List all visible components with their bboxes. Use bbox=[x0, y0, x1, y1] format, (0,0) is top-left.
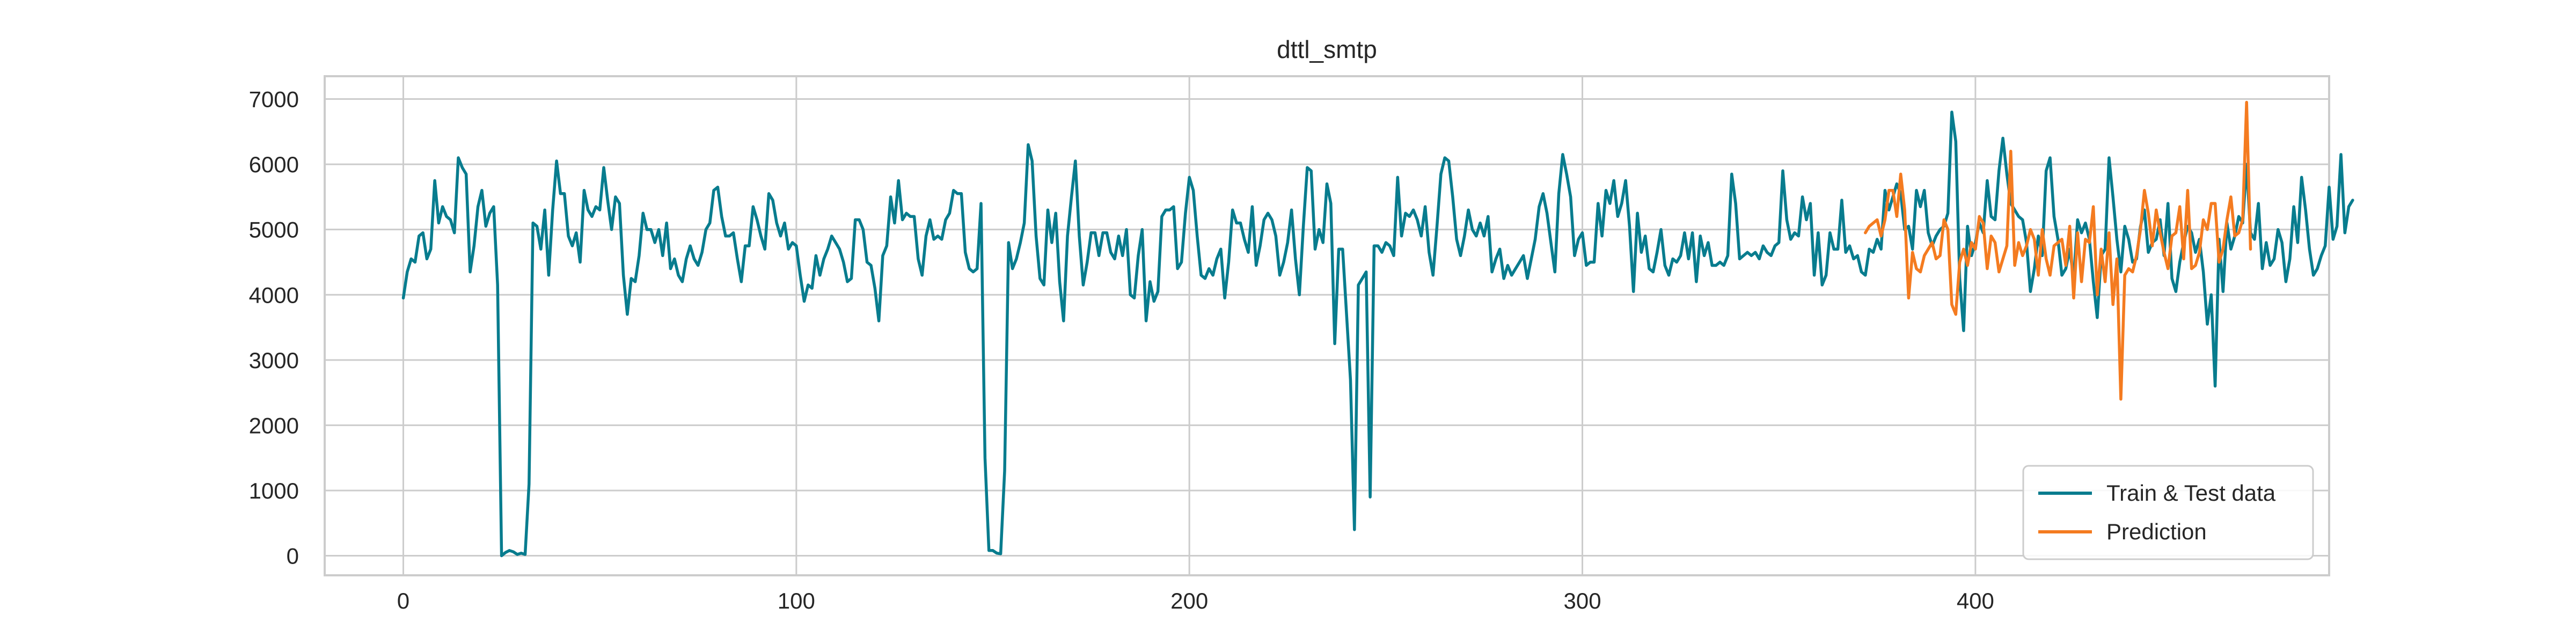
plot-frame bbox=[324, 75, 2330, 576]
y-tick-label: 7000 bbox=[249, 87, 299, 112]
x-tick-label: 200 bbox=[1170, 588, 1208, 613]
legend: Train & Test data Prediction bbox=[2022, 465, 2314, 560]
y-tick-label: 1000 bbox=[249, 478, 299, 503]
y-tick-label: 3000 bbox=[249, 348, 299, 373]
legend-box bbox=[2022, 465, 2314, 560]
plot-area-background bbox=[325, 76, 2329, 575]
tick-labels: 0 100 200 300 400010002000300040005000600070… bbox=[249, 87, 1994, 613]
legend-label-prediction: Prediction bbox=[2106, 519, 2207, 544]
series-line-train-test-data bbox=[401, 111, 2354, 558]
x-tick-label: 100 bbox=[778, 588, 815, 613]
series-layer bbox=[401, 100, 2354, 558]
y-tick-label: 4000 bbox=[249, 282, 299, 308]
x-tick-label: 400 bbox=[1957, 588, 1994, 613]
series-line-prediction bbox=[1864, 100, 2252, 401]
x-tick-label: 0 bbox=[397, 588, 409, 613]
y-tick-label: 0 bbox=[287, 544, 299, 569]
y-tick-label: 2000 bbox=[249, 413, 299, 438]
y-tick-label: 6000 bbox=[249, 152, 299, 177]
gridlines bbox=[325, 76, 2329, 575]
legend-label-train-test-data: Train & Test data bbox=[2106, 480, 2276, 506]
x-tick-label: 300 bbox=[1563, 588, 1601, 613]
chart-title: dttl_smtp bbox=[1277, 35, 1377, 63]
y-tick-label: 5000 bbox=[249, 217, 299, 243]
